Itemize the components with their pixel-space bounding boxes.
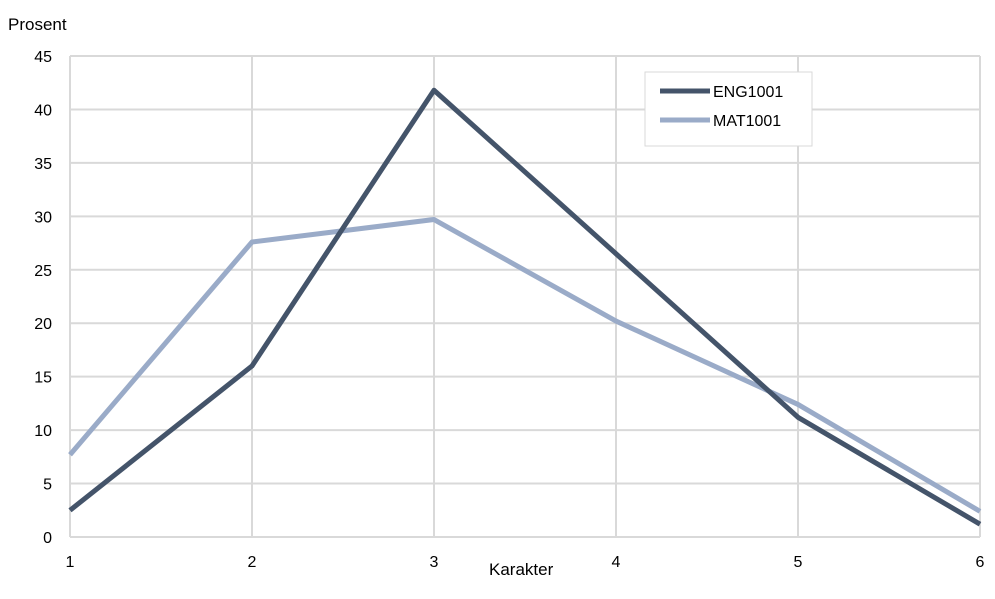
y-axis-label: Prosent	[8, 15, 67, 34]
y-tick-label: 5	[43, 477, 52, 494]
y-tick-label: 45	[34, 49, 52, 66]
series-line-mat1001	[68, 217, 982, 514]
legend: ENG1001 MAT1001	[644, 71, 813, 147]
legend-label: MAT1001	[713, 113, 781, 130]
x-axis-label: Karakter	[489, 560, 554, 579]
x-tick-label: 6	[976, 554, 985, 571]
y-tick-label: 20	[34, 316, 52, 333]
y-tick-label: 0	[43, 530, 52, 547]
x-tick-label: 3	[430, 554, 439, 571]
x-tick-label: 5	[794, 554, 803, 571]
x-tick-label: 2	[248, 554, 257, 571]
x-tick-label: 1	[66, 554, 75, 571]
legend-box	[644, 71, 813, 147]
legend-label: ENG1001	[713, 84, 783, 101]
y-tick-label: 25	[34, 263, 52, 280]
series-lines	[68, 87, 982, 527]
y-tick-label: 30	[34, 209, 52, 226]
x-tick-label: 4	[612, 554, 621, 571]
y-tick-label: 40	[34, 102, 52, 119]
series-line-eng1001	[68, 87, 982, 527]
y-tick-label: 15	[34, 370, 52, 387]
y-tick-label: 10	[34, 423, 52, 440]
x-tick-labels: 1 2 3 4 5 6	[66, 554, 985, 571]
y-tick-label: 35	[34, 156, 52, 173]
y-tick-labels: 0 5 10 15 20 25 30 35 40 45	[34, 49, 52, 547]
